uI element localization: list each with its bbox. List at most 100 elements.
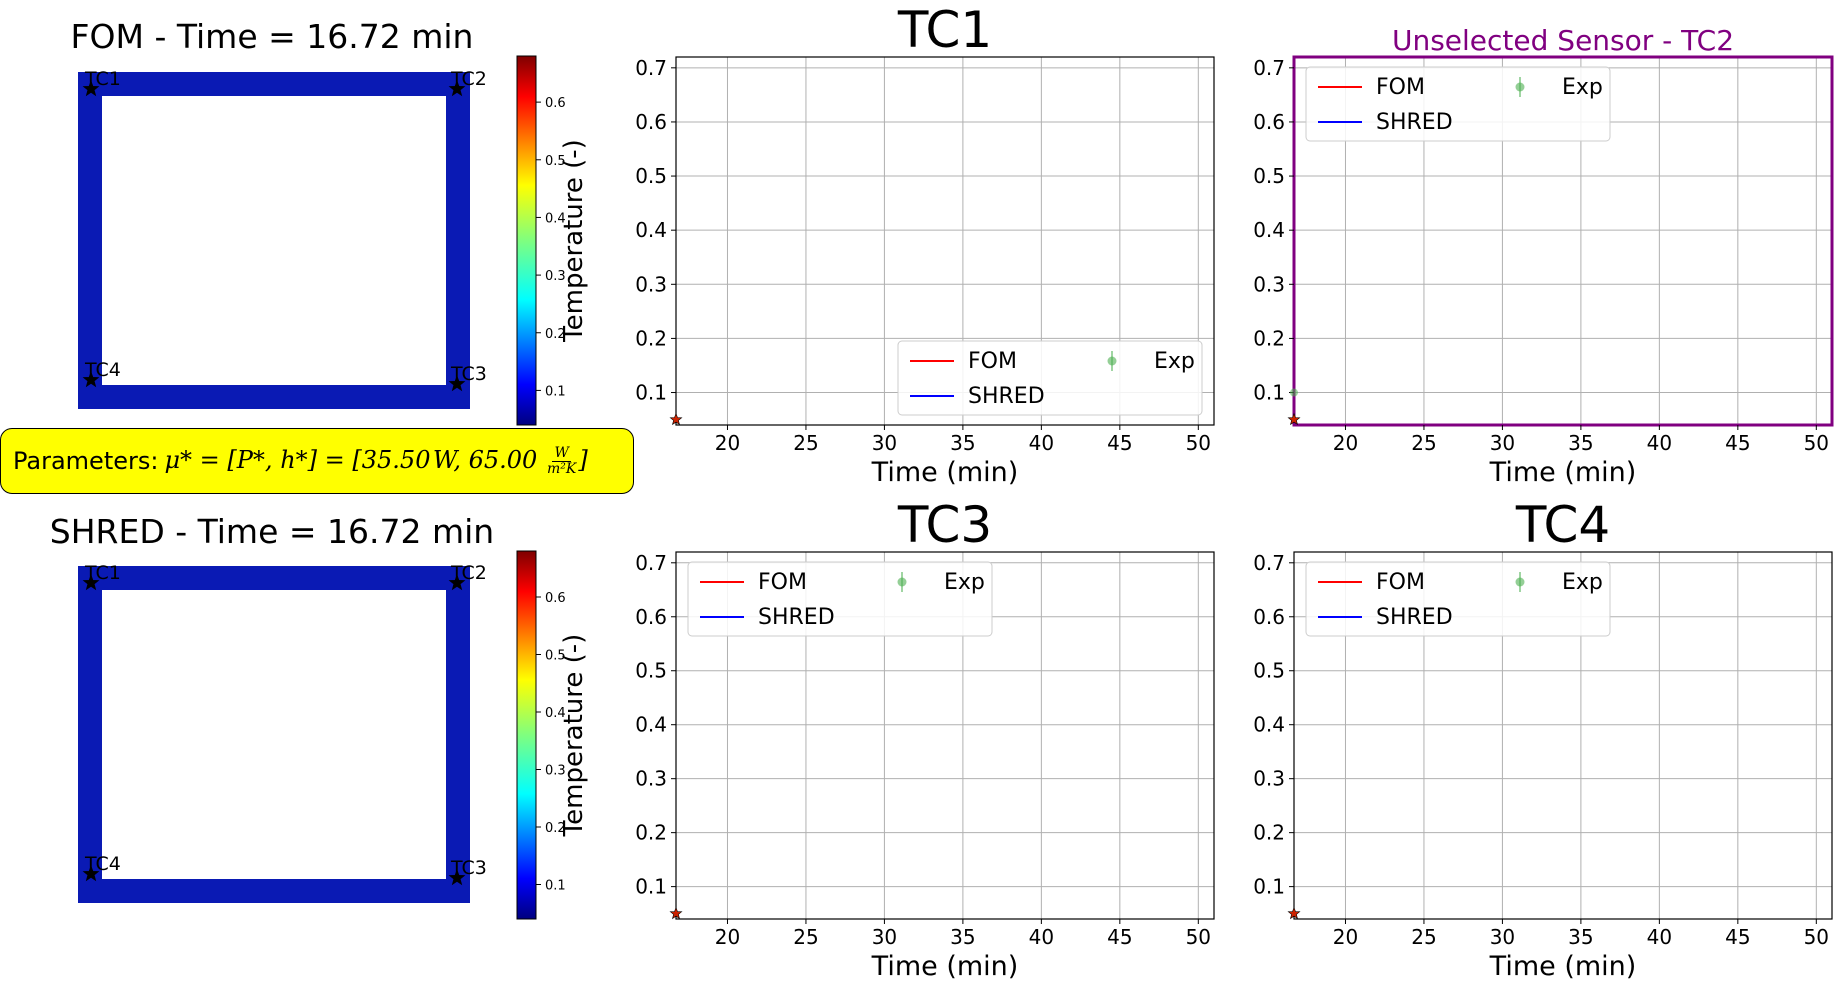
y-tick-label: 0.3 [635, 272, 667, 296]
x-axis-label: Time (min) [871, 951, 1019, 982]
y-tick-label: 0.3 [1253, 767, 1285, 791]
colorbar-label: Temperature (-) [559, 634, 589, 838]
colorbar [516, 55, 537, 426]
y-tick-label: 0.2 [1253, 326, 1285, 350]
legend-label-fom: FOM [1376, 75, 1425, 100]
parameters-close: ] [578, 445, 588, 474]
y-tick-label: 0.5 [1253, 659, 1285, 683]
legend-swatch-exp [897, 577, 907, 587]
h-unit-denominator: m²K [546, 460, 577, 477]
y-tick-label: 0.1 [1253, 875, 1285, 899]
sensor-label-tc3: TC3 [450, 857, 487, 879]
y-tick-label: 0.4 [635, 713, 667, 737]
field-domain [78, 566, 470, 903]
colorbar-tick-label: 0.1 [545, 879, 566, 894]
x-tick-label: 50 [1186, 431, 1211, 455]
legend: FOM SHRED Exp [1305, 66, 1611, 142]
x-axis-label: Time (min) [1489, 951, 1637, 982]
x-tick-label: 40 [1647, 431, 1672, 455]
current-time-star-icon [669, 412, 683, 426]
x-tick-label: 30 [872, 431, 897, 455]
legend-label-fom: FOM [758, 570, 807, 595]
colorbar-tick-label: 0.5 [545, 154, 566, 169]
legend: FOM SHRED Exp [1305, 561, 1611, 637]
x-tick-label: 25 [793, 431, 818, 455]
y-tick-label: 0.2 [635, 821, 667, 845]
y-tick-label: 0.3 [635, 767, 667, 791]
colorbar-tick-label: 0.4 [545, 211, 566, 226]
h-unit: W m²K [546, 444, 577, 477]
legend-label-fom: FOM [1376, 570, 1425, 595]
p-unit: W [432, 445, 454, 474]
y-tick-label: 0.5 [1253, 164, 1285, 188]
y-tick-label: 0.4 [635, 218, 667, 242]
plot-area-frame [1293, 551, 1833, 920]
parameters-label: Parameters: [13, 447, 159, 475]
x-tick-label: 50 [1186, 925, 1211, 949]
x-tick-label: 45 [1725, 431, 1750, 455]
colorbar-tick-label: 0.2 [545, 327, 566, 342]
legend-box [1305, 66, 1611, 142]
sensor-label-tc1: TC1 [84, 68, 121, 90]
chart-panel-3: TC3 20 25 30 35 40 45 50 0.1 0.2 0.3 0.4 0.5 0.6 0.7 Ti… [635, 496, 1215, 982]
sensor-star-icon [82, 865, 100, 882]
legend-box [1305, 561, 1611, 637]
x-tick-label: 25 [793, 925, 818, 949]
y-tick-label: 0.6 [635, 110, 667, 134]
x-tick-label: 50 [1804, 925, 1829, 949]
colorbar-tick-label: 0.1 [545, 384, 566, 399]
x-tick-label: 20 [1333, 431, 1358, 455]
chart-panel-2: Unselected Sensor - TC2 20 25 30 35 40 45 50 0.1… [1253, 24, 1834, 488]
field-domain [78, 72, 470, 409]
legend-swatch-exp [1107, 356, 1117, 366]
sensor-star-icon [448, 574, 466, 591]
x-axis-label: Time (min) [1489, 457, 1637, 488]
exp-point [1290, 388, 1298, 397]
y-tick-label: 0.1 [1253, 381, 1285, 405]
x-tick-label: 25 [1411, 431, 1436, 455]
h-unit-numerator: W [552, 444, 571, 462]
y-tick-label: 0.6 [1253, 110, 1285, 134]
colorbar-tick-label: 0.6 [545, 591, 566, 606]
x-tick-label: 50 [1804, 431, 1829, 455]
x-tick-label: 45 [1725, 925, 1750, 949]
field-panel-fom: FOM - Time = 16.72 min TC1 TC2 TC3 TC4 0.1 0.2… [71, 17, 589, 426]
x-axis-label: Time (min) [871, 457, 1019, 488]
h-value: 65.00 [468, 445, 538, 474]
chart-panel-1: TC1 20 25 30 35 40 45 50 0.1 0.2 0.3 0.4 0.5 0.6 0.7 Ti… [635, 1, 1215, 488]
field-title: FOM - Time = 16.72 min [71, 17, 474, 56]
y-tick-label: 0.5 [635, 659, 667, 683]
sensor-label-tc4: TC4 [84, 853, 121, 875]
y-tick-label: 0.5 [635, 164, 667, 188]
y-tick-label: 0.7 [1253, 551, 1285, 575]
plot-area-frame [675, 551, 1215, 920]
chart-title: Unselected Sensor - TC2 [1392, 24, 1734, 57]
legend-label-shred: SHRED [968, 384, 1045, 409]
colorbar [516, 550, 537, 920]
chart-title: TC1 [897, 1, 992, 59]
legend-swatch-exp [1515, 82, 1525, 92]
x-tick-label: 30 [1490, 925, 1515, 949]
x-tick-label: 35 [950, 431, 975, 455]
y-tick-label: 0.7 [635, 551, 667, 575]
sensor-label-tc3: TC3 [450, 363, 487, 385]
sensor-star-icon [82, 371, 100, 388]
chart-title: TC4 [1515, 496, 1610, 554]
x-tick-label: 40 [1029, 431, 1054, 455]
legend: FOM SHRED Exp [687, 561, 993, 637]
sensor-star-icon [448, 375, 466, 392]
sensor-star-icon [448, 80, 466, 97]
colorbar-tick-label: 0.3 [545, 269, 566, 284]
chart-title: TC3 [897, 496, 992, 554]
y-tick-label: 0.6 [1253, 605, 1285, 629]
x-tick-label: 20 [715, 431, 740, 455]
current-time-star-icon [1287, 412, 1301, 426]
legend-label-fom: FOM [968, 349, 1017, 374]
y-tick-label: 0.6 [635, 605, 667, 629]
legend-label-exp: Exp [1562, 570, 1603, 595]
colorbar-tick-label: 0.4 [545, 706, 566, 721]
parameters-lhs: μ* = [P*, h*] = [ [164, 445, 362, 474]
colorbar-tick-label: 0.5 [545, 649, 566, 664]
legend-label-shred: SHRED [1376, 110, 1453, 135]
